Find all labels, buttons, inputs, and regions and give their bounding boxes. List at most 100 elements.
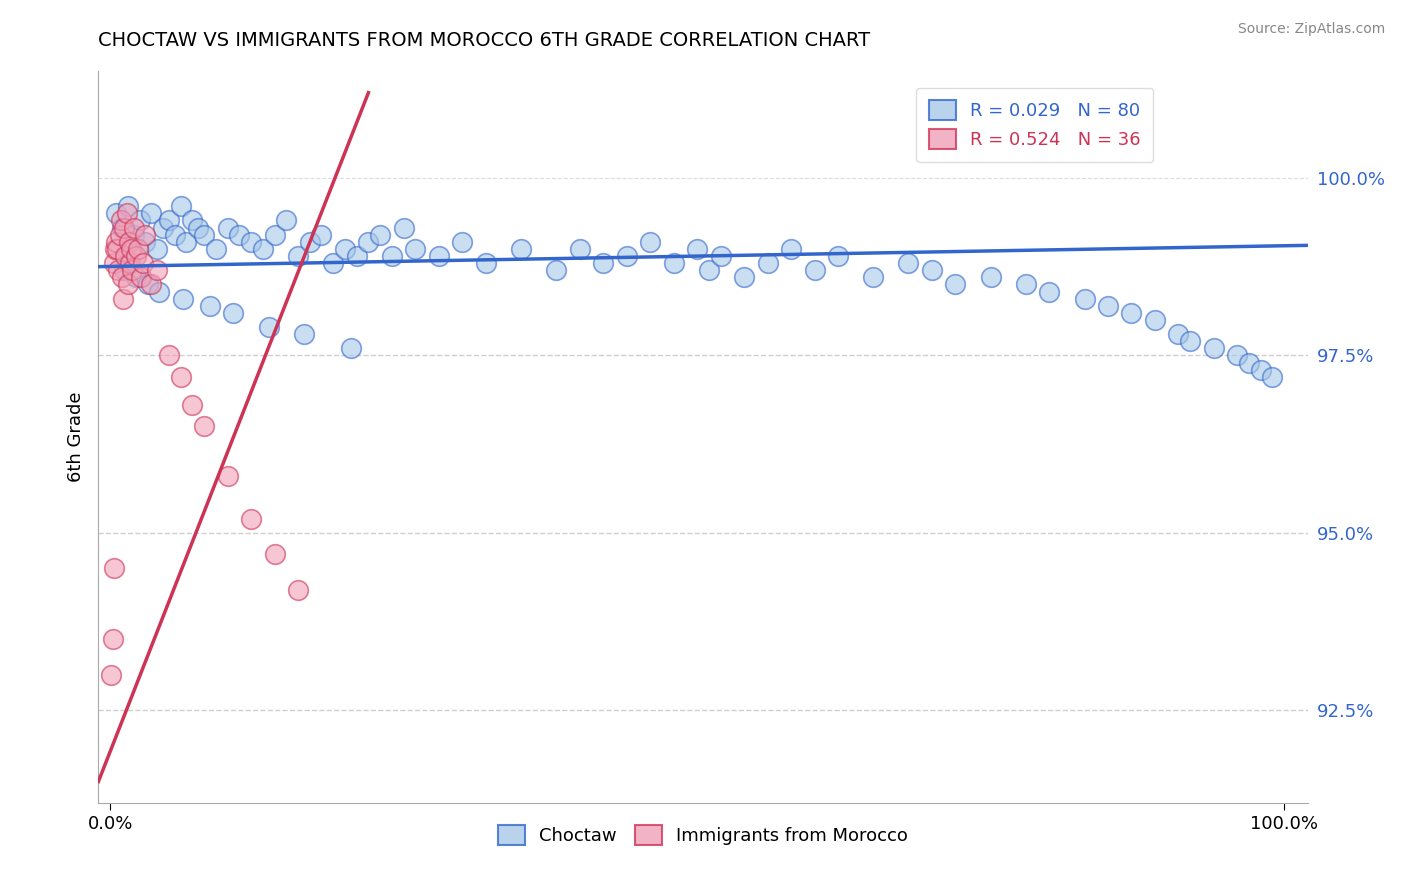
Point: [112, 292, 135, 306]
Point: [105, 235, 128, 249]
Point: [169, 199, 191, 213]
Point: [803, 263, 825, 277]
Point: [141, 206, 163, 220]
Point: [686, 242, 709, 256]
Point: [110, 213, 132, 227]
Text: CHOCTAW VS IMMIGRANTS FROM MOROCCO 6TH GRADE CORRELATION CHART: CHOCTAW VS IMMIGRANTS FROM MOROCCO 6TH G…: [98, 31, 870, 50]
Point: [1143, 313, 1166, 327]
Point: [1073, 292, 1095, 306]
Point: [357, 235, 380, 249]
Point: [181, 398, 204, 412]
Point: [1015, 277, 1038, 292]
Point: [169, 369, 191, 384]
Point: [240, 512, 263, 526]
Point: [1261, 369, 1284, 384]
Point: [945, 277, 967, 292]
Point: [311, 227, 333, 242]
Point: [122, 220, 145, 235]
Point: [120, 242, 142, 256]
Point: [697, 263, 720, 277]
Point: [146, 242, 169, 256]
Point: [298, 235, 321, 249]
Point: [592, 256, 614, 270]
Point: [1097, 299, 1119, 313]
Point: [240, 235, 263, 249]
Point: [217, 469, 239, 483]
Point: [100, 668, 122, 682]
Point: [662, 256, 685, 270]
Point: [104, 242, 127, 256]
Point: [134, 227, 156, 242]
Point: [322, 256, 344, 270]
Point: [103, 561, 125, 575]
Point: [1202, 341, 1225, 355]
Point: [333, 242, 356, 256]
Point: [287, 582, 309, 597]
Point: [198, 299, 221, 313]
Point: [146, 263, 169, 277]
Point: [427, 249, 450, 263]
Y-axis label: 6th Grade: 6th Grade: [66, 392, 84, 483]
Point: [136, 277, 159, 292]
Point: [127, 242, 149, 256]
Point: [1250, 362, 1272, 376]
Point: [114, 249, 136, 263]
Point: [368, 227, 391, 242]
Legend: Choctaw, Immigrants from Morocco: Choctaw, Immigrants from Morocco: [491, 818, 915, 852]
Point: [132, 256, 155, 270]
Point: [1180, 334, 1202, 349]
Point: [392, 220, 415, 235]
Point: [105, 242, 128, 256]
Point: [546, 263, 568, 277]
Point: [404, 242, 426, 256]
Point: [451, 235, 474, 249]
Point: [204, 242, 226, 256]
Point: [157, 213, 180, 227]
Point: [125, 249, 148, 263]
Point: [257, 320, 280, 334]
Point: [118, 235, 141, 249]
Point: [475, 256, 498, 270]
Point: [1226, 348, 1249, 362]
Point: [1167, 327, 1189, 342]
Point: [510, 242, 533, 256]
Point: [141, 277, 163, 292]
Point: [710, 249, 733, 263]
Point: [862, 270, 884, 285]
Point: [193, 227, 215, 242]
Point: [193, 419, 215, 434]
Point: [1237, 355, 1260, 369]
Point: [1121, 306, 1143, 320]
Point: [111, 270, 134, 285]
Point: [346, 249, 368, 263]
Point: [117, 277, 139, 292]
Point: [163, 227, 186, 242]
Point: [287, 249, 309, 263]
Point: [980, 270, 1002, 285]
Point: [780, 242, 803, 256]
Point: [152, 220, 174, 235]
Point: [112, 220, 135, 235]
Point: [176, 235, 198, 249]
Point: [263, 547, 285, 561]
Point: [263, 227, 285, 242]
Point: [228, 227, 250, 242]
Point: [103, 256, 125, 270]
Point: [117, 199, 139, 213]
Point: [148, 285, 170, 299]
Point: [568, 242, 591, 256]
Point: [134, 235, 156, 249]
Point: [827, 249, 849, 263]
Point: [107, 263, 129, 277]
Point: [101, 632, 124, 647]
Point: [733, 270, 755, 285]
Point: [381, 249, 404, 263]
Point: [129, 270, 152, 285]
Point: [217, 220, 239, 235]
Point: [108, 227, 131, 242]
Point: [1038, 285, 1060, 299]
Point: [897, 256, 920, 270]
Text: Source: ZipAtlas.com: Source: ZipAtlas.com: [1237, 22, 1385, 37]
Point: [121, 263, 143, 277]
Point: [120, 256, 142, 270]
